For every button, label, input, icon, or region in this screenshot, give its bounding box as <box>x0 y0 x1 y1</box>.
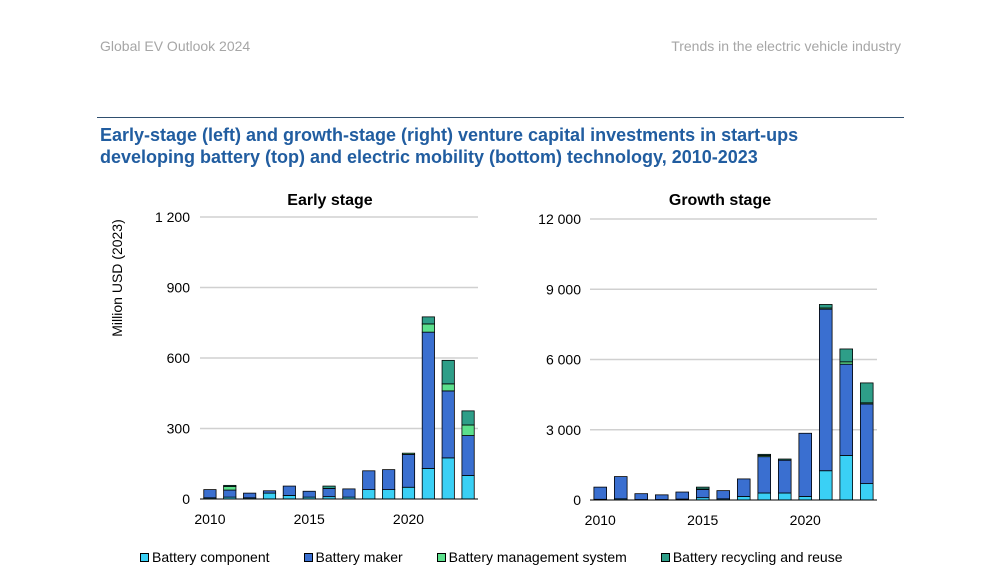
bar-segment <box>262 492 277 500</box>
y-tick-label: 0 <box>182 491 190 507</box>
bar-segment <box>382 489 396 500</box>
x-tick-label: 2020 <box>790 512 821 528</box>
bar-segment <box>839 363 854 456</box>
bar-segment <box>798 496 813 501</box>
bar-segment <box>243 492 257 499</box>
chart-title: Growth stage <box>669 192 771 209</box>
bar-segment <box>401 453 416 488</box>
legend: Battery component Battery maker Battery … <box>140 549 876 565</box>
figure-title-line-1: Early-stage (left) and growth-stage (rig… <box>100 125 799 145</box>
bar-segment <box>818 308 833 472</box>
bar-segment <box>441 390 455 459</box>
legend-item-battery-component: Battery component <box>140 549 270 565</box>
bar-segment <box>421 316 435 325</box>
x-tick-label: 2010 <box>194 511 225 527</box>
figure-title-line-2: developing battery (top) and electric mo… <box>100 147 758 167</box>
bar-segment <box>859 403 874 485</box>
bar-segment <box>203 489 217 499</box>
legend-label: Battery component <box>152 549 270 565</box>
bar-segment <box>757 453 772 456</box>
bar-segment <box>401 452 416 455</box>
bar-segment <box>736 478 751 497</box>
bar-segment <box>798 432 813 497</box>
y-tick-label: 3 000 <box>546 422 581 438</box>
bar-segment <box>613 476 628 500</box>
bar-segment <box>282 485 296 496</box>
figure-title: Early-stage (left) and growth-stage (rig… <box>100 124 900 168</box>
legend-label: Battery recycling and reuse <box>672 549 843 565</box>
bar-segment <box>322 488 336 498</box>
bar-segment <box>461 475 475 500</box>
bar-segment <box>695 486 710 490</box>
bar-segment <box>302 490 316 498</box>
bar-segment <box>223 484 237 487</box>
x-tick-label: 2015 <box>687 512 718 528</box>
bar-segment <box>362 489 376 500</box>
bar-segment <box>818 470 833 501</box>
bar-segment <box>839 455 854 501</box>
y-tick-label: 300 <box>167 421 191 437</box>
bar-segment <box>223 486 237 491</box>
x-tick-label: 2015 <box>294 511 325 527</box>
bar-segment <box>736 496 751 501</box>
legend-item-battery-management-system: Battery management system <box>436 549 627 565</box>
report-header-right: Trends in the electric vehicle industry <box>671 38 901 54</box>
bar-segment <box>421 331 435 469</box>
bar-segment <box>421 468 435 500</box>
bar-segment <box>461 424 475 436</box>
report-header-left: Global EV Outlook 2024 <box>100 38 251 54</box>
y-tick-label: 900 <box>167 280 191 296</box>
bar-segment <box>634 493 649 500</box>
bar-segment <box>675 491 690 500</box>
bar-segment <box>223 489 237 498</box>
bar-segment <box>441 359 455 385</box>
bar-segment <box>859 483 874 501</box>
legend-swatch-battery-management-system <box>436 552 446 562</box>
legend-item-battery-maker: Battery maker <box>303 549 403 565</box>
legend-item-battery-recycling: Battery recycling and reuse <box>660 549 843 565</box>
chart-title: Early stage <box>287 192 372 209</box>
y-tick-label: 600 <box>167 350 191 366</box>
y-tick-label: 6 000 <box>546 352 581 368</box>
bar-segment <box>777 492 792 501</box>
title-divider <box>97 117 904 118</box>
bar-segment <box>859 382 874 404</box>
x-tick-label: 2020 <box>393 511 424 527</box>
bar-segment <box>441 383 455 392</box>
bar-segment <box>362 470 376 490</box>
y-axis-label: Million USD (2023) <box>109 219 125 336</box>
y-tick-label: 12 000 <box>538 211 581 227</box>
bar-segment <box>322 485 336 489</box>
bar-segment <box>382 469 396 491</box>
y-tick-label: 1 200 <box>155 209 190 225</box>
bar-segment <box>654 494 669 500</box>
legend-label: Battery management system <box>448 549 627 565</box>
bar-segment <box>777 458 792 461</box>
bar-segment <box>262 490 277 494</box>
charts-canvas: Early stage 0 300 600 900 1 200 2010 2015 2020 Mi… <box>109 192 877 528</box>
bar-segment <box>757 456 772 494</box>
bar-segment <box>839 348 854 363</box>
bar-segment <box>421 323 435 333</box>
bar-segment <box>401 486 416 500</box>
y-tick-label: 9 000 <box>546 281 581 297</box>
y-tick-label: 0 <box>573 492 581 508</box>
bar-segment <box>777 459 792 494</box>
legend-label: Battery maker <box>315 549 403 565</box>
bar-segment <box>461 410 475 426</box>
bar-segment <box>593 486 608 500</box>
x-tick-label: 2010 <box>585 512 616 528</box>
legend-swatch-battery-maker <box>303 552 313 562</box>
bar-segment <box>342 488 356 498</box>
legend-swatch-battery-recycling <box>660 552 670 562</box>
bar-segment <box>757 492 772 501</box>
bar-segment <box>282 495 296 500</box>
bar-segment <box>716 490 731 500</box>
bar-segment <box>441 457 455 500</box>
bar-segment <box>461 435 475 476</box>
legend-swatch-battery-component <box>140 552 149 562</box>
bar-segment <box>695 489 710 499</box>
bar-segment <box>818 304 833 309</box>
